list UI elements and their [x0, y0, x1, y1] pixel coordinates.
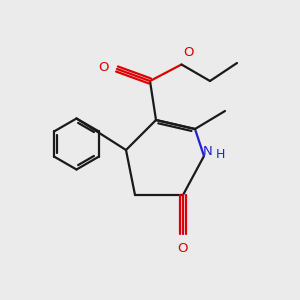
Text: O: O: [98, 61, 109, 74]
Text: H: H: [216, 148, 225, 161]
Text: O: O: [178, 242, 188, 255]
Text: N: N: [203, 145, 212, 158]
Text: O: O: [183, 46, 194, 59]
